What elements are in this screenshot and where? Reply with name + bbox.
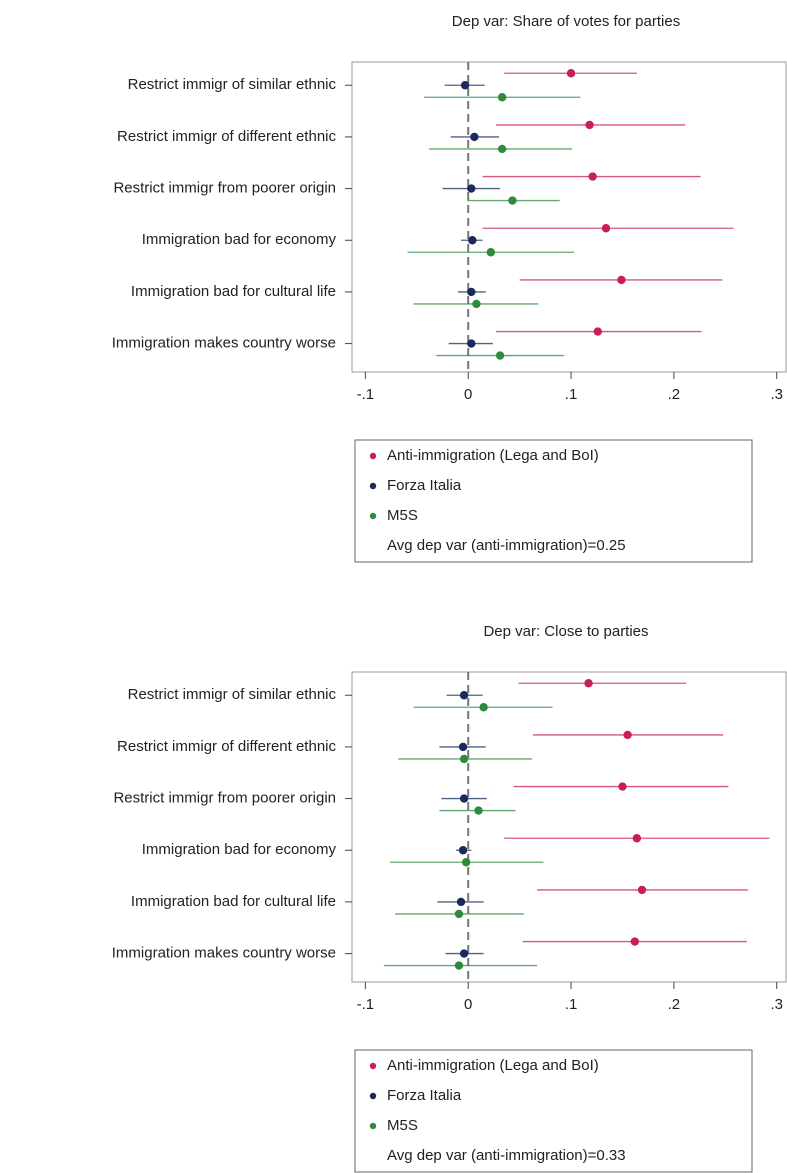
point-estimate — [584, 679, 593, 688]
legend-marker — [369, 482, 377, 490]
point-estimate — [632, 834, 642, 843]
x-tick-label: .1 — [565, 386, 578, 403]
x-tick-label: -.1 — [357, 996, 375, 1013]
x-tick-label: .1 — [565, 996, 578, 1013]
point-estimate — [470, 132, 479, 142]
point-estimate — [497, 144, 507, 154]
point-estimate — [459, 754, 469, 764]
point-estimate — [508, 196, 517, 205]
plot-area — [351, 61, 787, 373]
x-tick-label: 0 — [464, 996, 472, 1013]
legend-label: Forza Italia — [387, 1087, 462, 1104]
y-tick-label: Immigration bad for cultural life — [131, 283, 336, 300]
point-estimate — [467, 339, 476, 348]
legend-marker — [369, 1062, 377, 1070]
point-estimate — [456, 897, 466, 907]
legend-box — [354, 439, 753, 563]
x-tick-label: 0 — [464, 386, 472, 403]
point-estimate — [637, 885, 647, 895]
legend-box — [354, 1049, 753, 1173]
y-tick-label: Restrict immigr from poorer origin — [113, 180, 336, 197]
y-tick-label: Restrict immigr of similar ethnic — [128, 686, 337, 703]
point-estimate — [566, 69, 576, 78]
point-estimate — [588, 172, 597, 181]
legend-note: Avg dep var (anti-immigration)=0.25 — [387, 537, 626, 554]
y-tick-label: Restrict immigr of different ethnic — [117, 128, 336, 145]
y-tick-label: Restrict immigr of similar ethnic — [128, 76, 337, 93]
point-estimate — [472, 299, 481, 309]
legend-label: M5S — [387, 507, 418, 524]
point-estimate — [474, 806, 483, 815]
point-estimate — [585, 120, 594, 130]
chart-title: Dep var: Close to parties — [483, 623, 648, 640]
x-tick-label: .3 — [770, 386, 783, 403]
point-estimate — [467, 184, 476, 193]
y-tick-label: Immigration bad for economy — [142, 231, 337, 248]
y-tick-label: Immigration bad for economy — [142, 841, 337, 858]
y-tick-label: Restrict immigr from poorer origin — [113, 790, 336, 807]
legend-label: M5S — [387, 1117, 418, 1134]
x-tick-label: .3 — [770, 996, 783, 1013]
y-tick-label: Restrict immigr of different ethnic — [117, 738, 336, 755]
point-estimate — [467, 287, 476, 297]
y-tick-label: Immigration makes country worse — [112, 945, 336, 962]
plot-area — [351, 671, 787, 983]
point-estimate — [630, 937, 640, 946]
point-estimate — [459, 794, 469, 803]
x-tick-label: .2 — [668, 996, 681, 1013]
y-tick-label: Immigration bad for cultural life — [131, 893, 336, 910]
point-estimate — [460, 81, 470, 90]
point-estimate — [479, 703, 488, 712]
point-estimate — [468, 236, 477, 245]
point-estimate — [459, 691, 469, 700]
point-estimate — [623, 730, 632, 740]
point-estimate — [617, 275, 626, 285]
x-tick-label: -.1 — [357, 386, 375, 403]
point-estimate — [618, 782, 627, 791]
legend-label: Anti-immigration (Lega and BoI) — [387, 447, 599, 464]
legend-marker — [369, 512, 377, 520]
point-estimate — [593, 327, 602, 336]
legend-label: Forza Italia — [387, 477, 462, 494]
point-estimate — [454, 909, 464, 919]
point-estimate — [461, 858, 471, 867]
legend-note: Avg dep var (anti-immigration)=0.33 — [387, 1147, 626, 1164]
chart-title: Dep var: Share of votes for parties — [452, 13, 680, 30]
legend-marker — [369, 452, 377, 460]
point-estimate — [459, 949, 469, 958]
point-estimate — [486, 248, 496, 257]
point-estimate — [497, 93, 507, 102]
point-estimate — [495, 351, 505, 360]
point-estimate — [601, 224, 611, 233]
y-tick-label: Immigration makes country worse — [112, 335, 336, 352]
x-tick-label: .2 — [668, 386, 681, 403]
point-estimate — [458, 742, 468, 752]
legend-marker — [369, 1122, 377, 1130]
point-estimate — [454, 961, 464, 970]
legend-marker — [369, 1092, 377, 1100]
legend-label: Anti-immigration (Lega and BoI) — [387, 1057, 599, 1074]
point-estimate — [458, 846, 468, 855]
